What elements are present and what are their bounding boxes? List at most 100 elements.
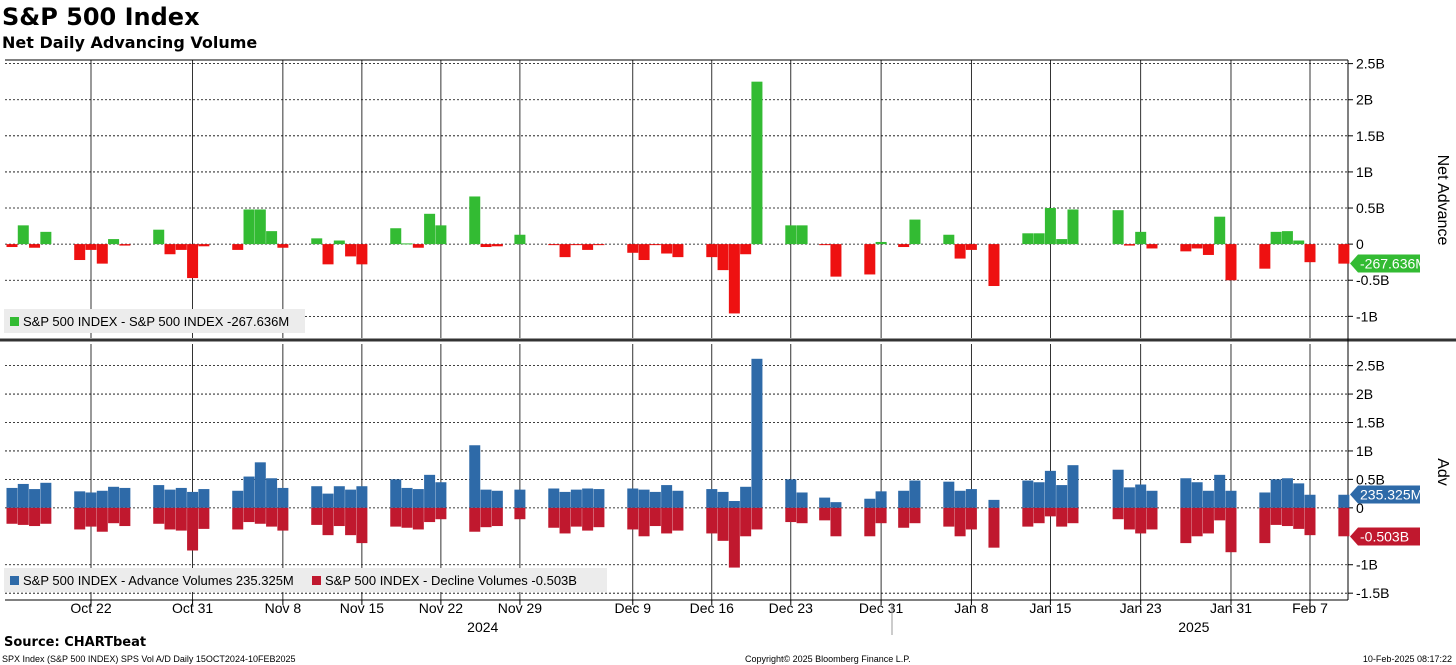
decline-volume-bar bbox=[254, 507, 266, 524]
advance-volume-bar bbox=[1135, 484, 1147, 508]
net-decline-bar bbox=[593, 244, 605, 246]
net-decline-bar bbox=[1259, 244, 1271, 269]
x-tick-label: Dec 16 bbox=[690, 600, 735, 616]
net-decline-bar bbox=[412, 244, 424, 248]
net-advance-bar bbox=[785, 225, 797, 245]
decline-volume-bar bbox=[243, 507, 255, 523]
x-tick-label: Dec 9 bbox=[614, 600, 651, 616]
advance-volume-bar bbox=[1202, 490, 1214, 508]
bottom-y-tick-label: 1.5B bbox=[1356, 415, 1385, 431]
advance-volume-bar bbox=[412, 489, 424, 508]
x-tick-label: Oct 31 bbox=[172, 600, 213, 616]
advance-volume-bar bbox=[1281, 478, 1293, 508]
decline-volume-bar bbox=[356, 507, 368, 544]
decline-volume-bar bbox=[717, 507, 729, 541]
decline-volume-bar bbox=[1180, 507, 1192, 544]
advance-volume-bar bbox=[277, 487, 289, 508]
advance-volume-bar bbox=[796, 492, 808, 508]
net-decline-bar bbox=[356, 244, 368, 265]
net-decline-bar bbox=[548, 244, 560, 246]
top-legend-label: S&P 500 INDEX - S&P 500 INDEX -267.636M bbox=[23, 314, 289, 329]
net-advance-bar bbox=[333, 240, 345, 245]
decline-volume-bar bbox=[1202, 507, 1214, 534]
net-advance-bar bbox=[1270, 231, 1282, 245]
advance-volume-bar bbox=[740, 486, 752, 508]
advance-volume-bar bbox=[1180, 478, 1192, 508]
advance-volume-bar bbox=[830, 502, 842, 508]
decline-volume-bar bbox=[796, 507, 808, 524]
advance-volume-bar bbox=[864, 498, 876, 508]
top-legend: S&P 500 INDEX - S&P 500 INDEX -267.636M bbox=[4, 309, 305, 333]
top-y-tick-label: 1B bbox=[1356, 164, 1373, 180]
decline-volume-bar bbox=[1146, 507, 1158, 530]
x-tick-label: Feb 7 bbox=[1292, 600, 1328, 616]
advance-volume-bar bbox=[480, 489, 492, 508]
top-y-tick-label: -0.5B bbox=[1356, 272, 1389, 288]
net-decline-bar bbox=[1191, 244, 1203, 249]
ticker-info: SPX Index (S&P 500 INDEX) SPS Vol A/D Da… bbox=[2, 654, 296, 664]
net-advance-bar bbox=[254, 209, 266, 245]
net-decline-bar bbox=[232, 244, 244, 250]
advance-volume-bar bbox=[1225, 490, 1237, 508]
advance-volume-bar bbox=[1033, 482, 1045, 508]
advance-volume-bar bbox=[593, 489, 605, 508]
net-decline-bar bbox=[706, 244, 718, 258]
net-decline-bar bbox=[74, 244, 86, 261]
decline-volume-bar bbox=[1304, 507, 1316, 536]
decline-volume-bar bbox=[898, 507, 910, 528]
net-advance-bar bbox=[1044, 208, 1056, 245]
decline-volume-bar bbox=[559, 507, 571, 534]
decline-volume-bar bbox=[187, 507, 199, 551]
decline-volume-bar bbox=[412, 507, 424, 530]
net-advance-bar bbox=[1033, 233, 1045, 245]
advance-volume-bar bbox=[322, 493, 334, 508]
net-decline-bar bbox=[740, 244, 752, 255]
decline-volume-bar bbox=[29, 507, 41, 527]
advance-volume-bar bbox=[266, 478, 278, 508]
advance-volume-bar bbox=[17, 483, 29, 508]
decline-volume-bar bbox=[548, 507, 560, 528]
net-advance-bar bbox=[243, 209, 255, 245]
decline-volume-bar bbox=[954, 507, 966, 537]
advance-volume-bar bbox=[243, 476, 255, 508]
net-decline-bar bbox=[277, 244, 289, 248]
advance-volume-bar bbox=[548, 488, 560, 508]
advance-volume-bar bbox=[198, 489, 210, 508]
net-decline-bar bbox=[1225, 244, 1237, 281]
bottom-legend-label: S&P 500 INDEX - Decline Volumes -0.503B bbox=[325, 573, 577, 588]
advance-volume-bar bbox=[1259, 492, 1271, 508]
decline-volume-bar bbox=[943, 507, 955, 527]
net-decline-bar bbox=[491, 244, 503, 247]
decline-volume-bar bbox=[469, 507, 481, 532]
decline-volume-bar bbox=[1214, 507, 1226, 521]
net-decline-bar bbox=[717, 244, 729, 271]
net-advance-bar bbox=[153, 229, 165, 245]
decline-volume-bar bbox=[661, 507, 673, 534]
net-decline-bar bbox=[864, 244, 876, 275]
advance-volume-bar bbox=[345, 489, 357, 508]
decline-volume-bar bbox=[164, 507, 176, 530]
advance-volume-bar bbox=[1270, 479, 1282, 508]
decline-last-value-tag-bg bbox=[1350, 527, 1420, 546]
chart-subtitle: Net Daily Advancing Volume bbox=[2, 33, 258, 52]
decline-volume-bar bbox=[491, 507, 503, 527]
net-advance-bar bbox=[266, 231, 278, 245]
decline-volume-bar bbox=[1044, 507, 1056, 517]
advance-volume-bar bbox=[819, 497, 831, 508]
advance-last-value-tag: 235.325M bbox=[1360, 486, 1422, 502]
decline-volume-bar bbox=[401, 507, 413, 528]
decline-volume-bar bbox=[198, 507, 210, 529]
bottom-legend: S&P 500 INDEX - Advance Volumes 235.325M… bbox=[4, 568, 607, 592]
net-decline-bar bbox=[187, 244, 199, 279]
net-decline-bar bbox=[582, 244, 594, 250]
net-advance-bar bbox=[875, 241, 887, 245]
decline-volume-bar bbox=[785, 507, 797, 523]
net-advance-bar bbox=[1112, 210, 1124, 245]
net-advance-bar bbox=[943, 234, 955, 245]
net-advance-bar bbox=[1281, 231, 1293, 245]
net-decline-bar bbox=[819, 244, 831, 246]
advance-volume-bar bbox=[175, 487, 187, 508]
advance-volume-bar bbox=[1146, 490, 1158, 508]
advance-volume-bar bbox=[40, 482, 52, 508]
decline-volume-bar bbox=[1191, 507, 1203, 537]
